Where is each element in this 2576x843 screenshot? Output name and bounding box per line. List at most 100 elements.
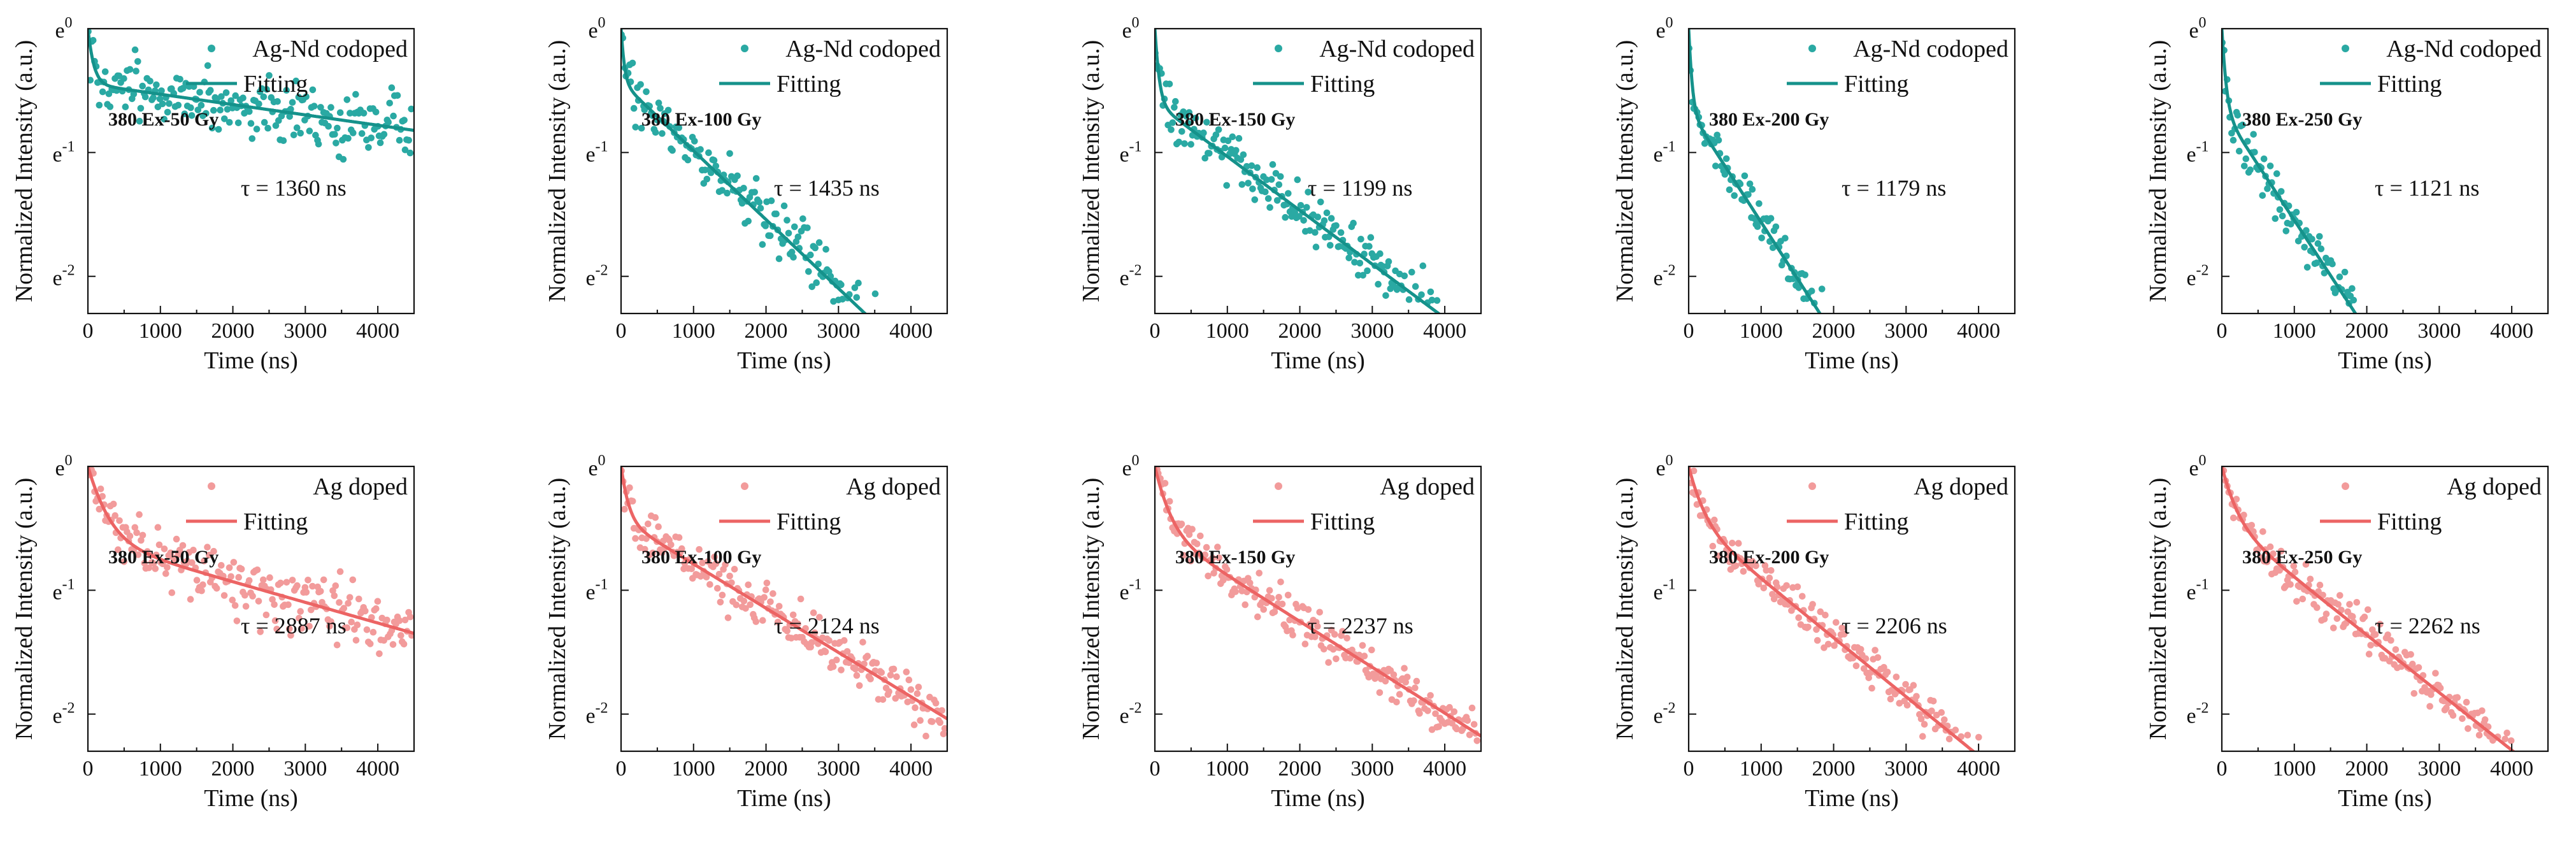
data-point: [1240, 151, 1247, 159]
data-point: [885, 688, 892, 695]
data-point: [334, 124, 341, 132]
legend-series-label: Ag-Nd codoped: [785, 36, 941, 62]
data-point: [2247, 166, 2254, 173]
legend-fit-label: Fitting: [2377, 71, 2442, 97]
data-point: [189, 559, 196, 566]
data-point: [2277, 547, 2285, 555]
data-point: [331, 592, 338, 600]
x-tick-label: 2000: [211, 319, 255, 343]
data-point: [1814, 637, 1821, 644]
data-point: [158, 87, 165, 94]
data-point: [1862, 655, 1870, 662]
data-point: [348, 618, 355, 626]
data-point: [1929, 698, 1937, 705]
data-point: [2233, 496, 2240, 503]
axes-frame: [87, 465, 415, 753]
data-point: [1416, 710, 1423, 717]
y-tick-label: e-2: [1119, 700, 1141, 728]
data-point: [678, 545, 685, 552]
data-point: [401, 117, 408, 124]
data-point: [2240, 512, 2247, 519]
data-point: [2341, 268, 2349, 276]
data-point: [1205, 572, 1212, 580]
data-point: [929, 718, 936, 725]
data-point: [2248, 522, 2256, 529]
data-point: [941, 724, 947, 732]
y-axis-title: Normalized Intensity (a.u.): [11, 478, 38, 740]
y-tick-label: e0: [1656, 15, 1673, 43]
data-point: [719, 187, 726, 194]
data-point: [153, 81, 160, 89]
data-point: [97, 486, 104, 493]
x-axis-title: Time (ns): [204, 347, 297, 374]
data-point: [304, 577, 311, 584]
data-point: [1871, 647, 1878, 654]
data-point: [855, 279, 862, 287]
data-point: [841, 637, 848, 644]
data-point: [201, 558, 208, 565]
data-point: [248, 135, 256, 142]
data-point: [788, 249, 796, 256]
data-point: [126, 66, 134, 73]
data-point: [264, 124, 271, 132]
x-tick-label: 1000: [672, 757, 715, 781]
data-point: [2299, 595, 2307, 603]
data-point: [838, 281, 845, 289]
data-point: [1433, 297, 1441, 304]
data-point: [1799, 593, 1806, 600]
data-point: [1435, 723, 1442, 730]
data-point: [1187, 558, 1194, 565]
data-point: [133, 529, 140, 537]
data-point: [932, 700, 940, 707]
data-point: [303, 93, 310, 101]
tau-annotation: τ = 2237 ns: [1308, 613, 1413, 638]
fit-curve: [88, 29, 414, 133]
data-point: [332, 582, 340, 589]
data-point: [1840, 631, 1848, 638]
data-point: [116, 517, 123, 524]
x-tick-label: 2000: [211, 757, 255, 781]
data-point: [298, 624, 305, 632]
data-point: [1263, 176, 1270, 184]
data-point: [2241, 162, 2248, 169]
data-points: [88, 29, 414, 163]
data-point: [1432, 710, 1439, 717]
x-tick-label: 0: [83, 319, 94, 343]
data-point: [724, 189, 731, 197]
data-point: [1824, 640, 1832, 648]
data-point: [154, 524, 162, 531]
data-point: [2277, 188, 2285, 195]
data-point: [742, 605, 749, 612]
data-point: [859, 638, 866, 646]
panel-agnd-5: 0 1000 2000 3000 4000 e0 e-1 e-2 Time (ns) Normal…: [2145, 15, 2549, 374]
data-point: [263, 86, 270, 93]
y-tick-label: e0: [1122, 452, 1139, 480]
tau-annotation: τ = 2206 ns: [1842, 613, 1947, 638]
data-point: [210, 106, 217, 114]
data-point: [804, 224, 811, 231]
data-point: [2365, 651, 2373, 658]
data-point: [1732, 562, 1740, 570]
data-point: [2361, 614, 2368, 621]
data-point: [1364, 267, 1371, 275]
data-point: [1822, 612, 1829, 619]
x-tick-label: 4000: [1957, 757, 2000, 781]
data-point: [1286, 616, 1293, 624]
data-point: [2303, 264, 2311, 271]
data-point: [892, 695, 899, 702]
data-point: [1722, 155, 1730, 162]
data-point: [1291, 208, 1298, 216]
data-point: [867, 675, 874, 682]
data-point: [241, 591, 248, 599]
data-point: [331, 131, 338, 138]
data-point: [1171, 104, 1178, 111]
legend-series-label: Ag-Nd codoped: [1853, 36, 2008, 62]
data-point: [362, 607, 369, 615]
data-point: [1212, 131, 1220, 138]
data-point: [1314, 623, 1321, 630]
data-point: [879, 696, 887, 703]
data-point: [136, 117, 143, 125]
data-point: [1368, 646, 1375, 654]
data-point: [188, 112, 196, 119]
data-point: [340, 155, 347, 163]
